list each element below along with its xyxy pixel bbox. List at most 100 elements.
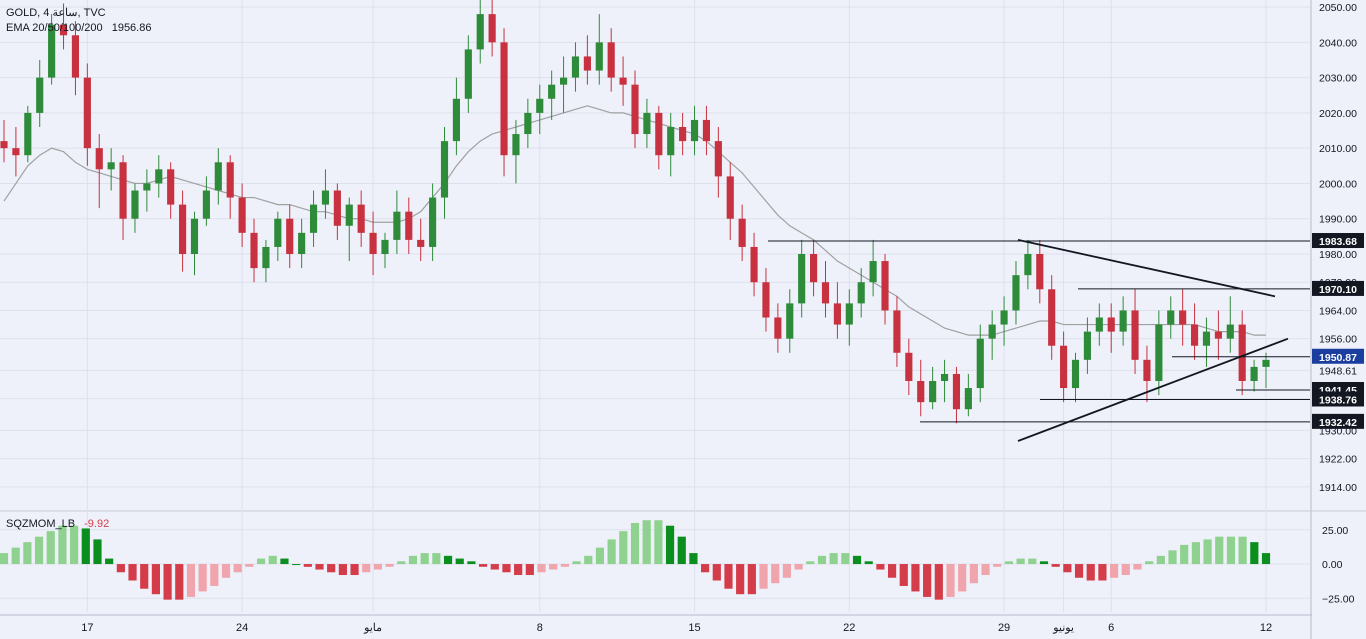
candle-body xyxy=(929,381,937,403)
histogram-bar xyxy=(993,564,1002,567)
histogram-bar xyxy=(11,547,20,565)
price-tag xyxy=(1312,348,1364,364)
indicator-tick-label: −25.00 xyxy=(1322,593,1355,605)
trendline xyxy=(1017,239,1276,298)
candle-body xyxy=(774,317,782,339)
candle-body xyxy=(643,112,651,135)
histogram-bar xyxy=(806,561,815,565)
candle-body xyxy=(286,218,294,254)
candle-body xyxy=(381,239,389,254)
symbol-legend[interactable]: GOLD, ساعة 4, TVC xyxy=(6,6,112,19)
y-tick-label: 1990.00 xyxy=(1319,214,1357,226)
candle-body xyxy=(48,24,56,78)
x-tick-label: 6 xyxy=(1108,622,1114,634)
candle-body xyxy=(988,324,996,339)
candle-body xyxy=(333,190,341,226)
histogram-bar xyxy=(1250,542,1259,565)
indicator-tick-label: 25.00 xyxy=(1322,525,1348,537)
indicator-legend[interactable]: SQZMOM_LB -9.92 xyxy=(6,518,115,530)
candle-body xyxy=(559,77,568,85)
histogram-bar xyxy=(665,525,675,565)
candle-body xyxy=(274,218,282,247)
histogram-bar xyxy=(899,564,908,586)
histogram-bar xyxy=(1191,542,1200,565)
histogram-bar xyxy=(969,564,978,584)
histogram-bar xyxy=(829,553,838,565)
price-tag-label: 1950.87 xyxy=(1319,352,1357,364)
y-tick-label: 1948.61 xyxy=(1319,365,1357,377)
histogram-bar xyxy=(1238,536,1247,565)
candle-body xyxy=(1250,366,1258,381)
candle-body xyxy=(940,373,949,381)
histogram-bar xyxy=(432,553,441,565)
histogram-bar xyxy=(572,561,581,565)
y-tick-label: 2040.00 xyxy=(1319,37,1357,49)
histogram-bar xyxy=(724,564,733,589)
y-tick-label: 2000.00 xyxy=(1319,178,1357,190)
candle-body xyxy=(417,239,425,247)
candle-body xyxy=(1036,254,1044,290)
ema-legend[interactable]: EMA 20/50/100/200 1956.86 xyxy=(6,22,157,34)
candle-body xyxy=(24,112,32,156)
histogram-bar xyxy=(373,564,383,570)
candle-body xyxy=(143,183,151,191)
histogram-bar xyxy=(1074,564,1084,578)
histogram-bar xyxy=(736,564,745,595)
histogram-bar xyxy=(1063,564,1072,573)
candle-body xyxy=(631,84,639,135)
histogram-bar xyxy=(116,564,125,573)
histogram-bar xyxy=(303,564,312,567)
candle-body xyxy=(83,77,91,149)
candle-body xyxy=(71,35,80,78)
histogram-bar xyxy=(408,555,418,565)
histogram-bar xyxy=(1121,564,1130,576)
histogram-bar xyxy=(105,558,114,565)
histogram-bar xyxy=(233,564,242,573)
histogram-bar xyxy=(794,564,803,570)
histogram-bar xyxy=(362,564,371,573)
y-tick-label: 1922.00 xyxy=(1319,454,1357,466)
histogram-bar xyxy=(607,539,616,565)
candle-body xyxy=(1179,310,1187,325)
candle-body xyxy=(1119,310,1127,332)
y-tick-label: 1956.00 xyxy=(1319,334,1357,346)
candle-body xyxy=(155,169,163,184)
histogram-bar xyxy=(619,531,628,565)
candle-body xyxy=(1167,310,1175,325)
histogram-bar xyxy=(958,564,967,592)
candle-body xyxy=(1131,310,1139,360)
histogram-bar xyxy=(210,564,219,586)
candle-body xyxy=(1000,310,1008,325)
y-tick-label: 1964.00 xyxy=(1319,305,1357,317)
x-tick-label: 22 xyxy=(843,622,855,634)
candle-body xyxy=(536,98,544,113)
histogram-bar xyxy=(701,564,710,573)
candle-body xyxy=(810,254,818,283)
histogram-bar xyxy=(560,564,569,567)
histogram-bar xyxy=(759,564,768,589)
candle-body xyxy=(309,204,318,233)
candle-body xyxy=(1083,331,1091,360)
candle-body xyxy=(738,218,746,247)
candle-body xyxy=(262,246,270,269)
histogram-bar xyxy=(1028,558,1037,565)
histogram-bar xyxy=(1098,564,1107,581)
candle-body xyxy=(464,49,472,99)
histogram-bar xyxy=(1203,539,1212,565)
histogram-bar xyxy=(327,564,336,573)
histogram-bar xyxy=(841,553,850,565)
histogram-bar xyxy=(163,564,172,600)
histogram-bar xyxy=(70,525,79,565)
indicator-value: -9.92 xyxy=(84,518,110,530)
y-tick-label: 2020.00 xyxy=(1319,108,1357,120)
candle-body xyxy=(345,204,353,226)
histogram-bar xyxy=(455,558,464,565)
histogram-bar xyxy=(1261,553,1271,565)
histogram-bar xyxy=(677,536,686,565)
histogram-bar xyxy=(245,564,254,567)
candle-body xyxy=(357,204,365,233)
histogram-bar xyxy=(864,561,873,565)
histogram-bar xyxy=(525,564,534,576)
